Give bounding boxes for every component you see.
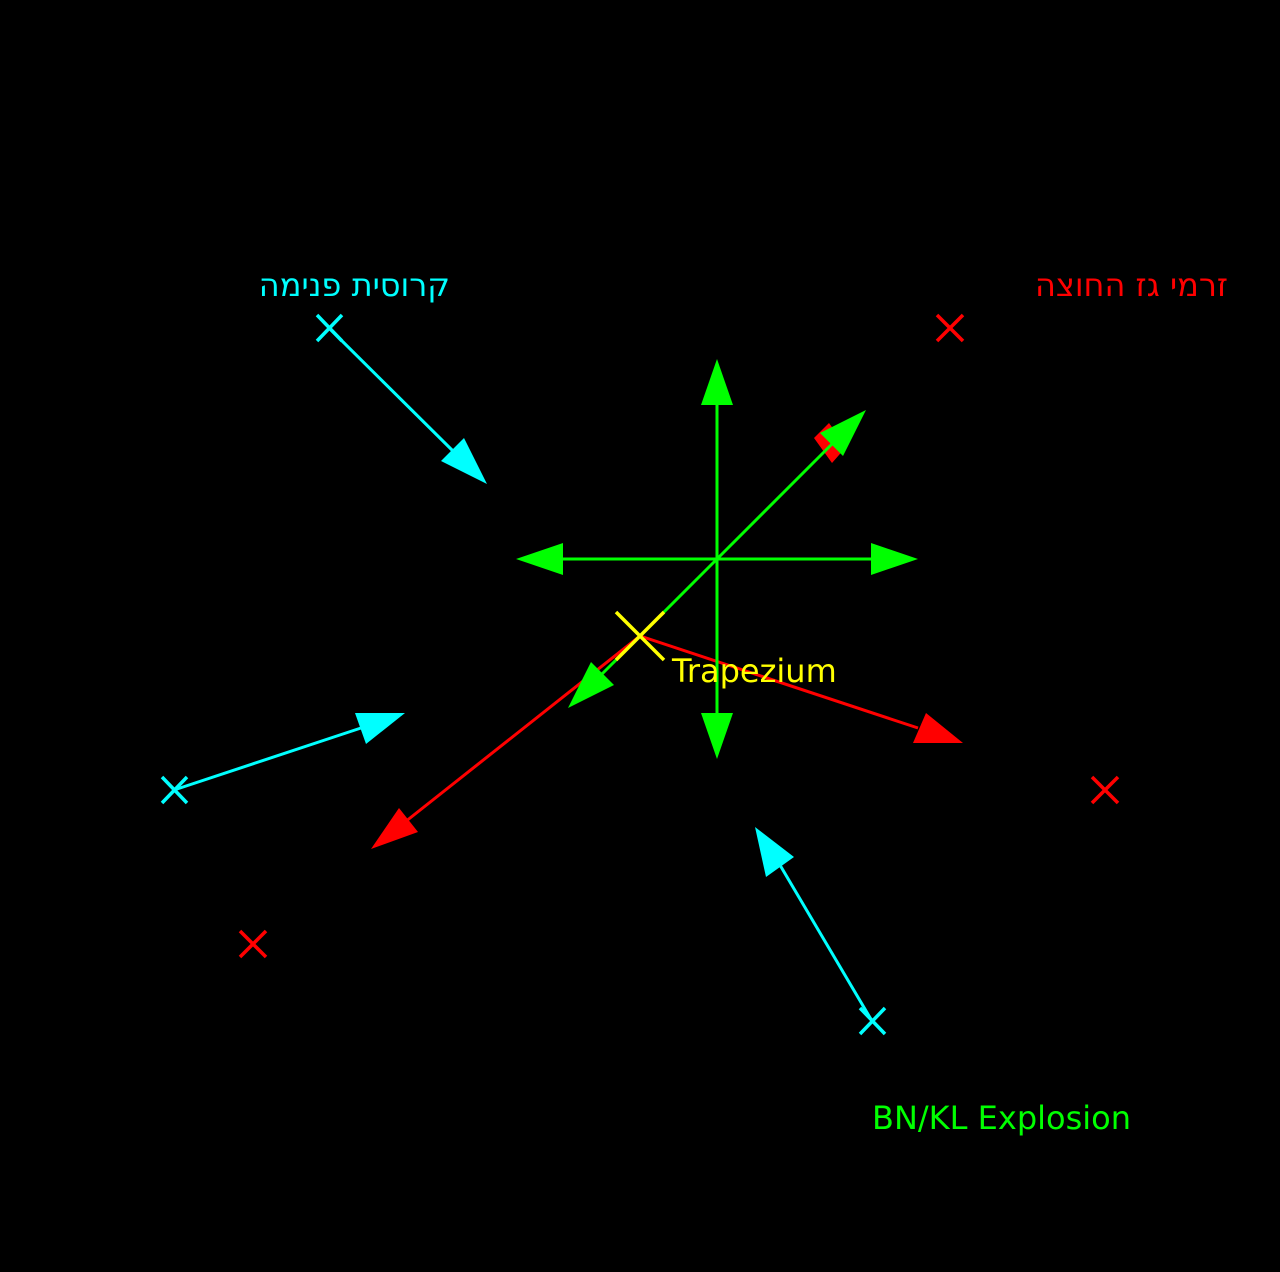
- x-mark-icon: [160, 775, 189, 805]
- x-mark-icon: [858, 1006, 887, 1036]
- trapezium-label: Trapezium: [671, 652, 837, 690]
- outflow-arrows: [371, 423, 963, 849]
- explosion-arrow-up-head: [701, 359, 733, 405]
- inner-star-marker-west: [160, 775, 189, 805]
- markers: [160, 313, 1120, 1036]
- inflow-arrow-from-northwest-shaft: [327, 326, 457, 455]
- inner-star-marker-south: [858, 1006, 887, 1036]
- explosion-arrow-left-head: [516, 543, 563, 575]
- inflow-arrow-from-south: [755, 827, 874, 1022]
- explosion-arrows: [516, 359, 918, 759]
- explosion-arrow-down-head: [701, 713, 733, 759]
- explosion-arrow-up: [701, 359, 733, 559]
- outer-star-marker-southwest: [238, 929, 268, 959]
- inflow-arrow-from-west: [173, 713, 405, 792]
- inflow-arrow-from-south-head: [755, 827, 794, 877]
- outflow-arrow-southwest-shaft: [404, 634, 641, 824]
- explosion-arrow-down: [701, 559, 733, 759]
- outflow-arrow-east: [639, 634, 963, 743]
- outer-star-marker-northeast: [935, 313, 965, 343]
- x-mark-icon: [614, 610, 666, 662]
- explosion-arrow-northeast-shaft: [715, 442, 834, 561]
- trapezium-marker: [614, 610, 666, 662]
- x-mark-icon: [935, 313, 965, 343]
- outer-stars-label: זרמי גז החוצה: [1035, 266, 1228, 304]
- outflow-arrow-east-shaft: [639, 634, 919, 730]
- explosion-arrow-northeast-head: [820, 410, 866, 456]
- inflow-arrow-from-west-head: [355, 713, 405, 744]
- explosion-arrow-right: [717, 543, 918, 575]
- inflow-arrow-from-northwest: [327, 326, 487, 484]
- labels: קרוסית פנימה זרמי גז החוצה Trapezium BN/…: [259, 266, 1228, 1137]
- explosion-label: BN/KL Explosion: [872, 1099, 1131, 1137]
- inflow-arrow-from-west-shaft: [173, 725, 365, 792]
- inner-star-marker-northwest: [315, 313, 344, 343]
- x-mark-icon: [238, 929, 268, 959]
- inflow-arrows: [173, 326, 874, 1022]
- outflow-arrow-east-head: [913, 713, 963, 743]
- x-mark-icon: [1090, 775, 1120, 805]
- inflow-arrow-from-northwest-head: [441, 438, 487, 484]
- explosion-arrow-left: [516, 543, 717, 575]
- outflow-arrow-southwest-head: [371, 808, 418, 849]
- outer-star-marker-east: [1090, 775, 1120, 805]
- explosion-arrow-southwest-head: [568, 662, 614, 708]
- inflow-arrow-from-south-shaft: [775, 859, 874, 1022]
- inner-stars-label: קרוסית פנימה: [259, 266, 450, 304]
- explosion-arrow-right-head: [871, 543, 918, 575]
- x-mark-icon: [315, 313, 344, 343]
- explosion-arrow-northeast: [715, 410, 866, 561]
- outflow-arrow-southwest: [371, 634, 641, 849]
